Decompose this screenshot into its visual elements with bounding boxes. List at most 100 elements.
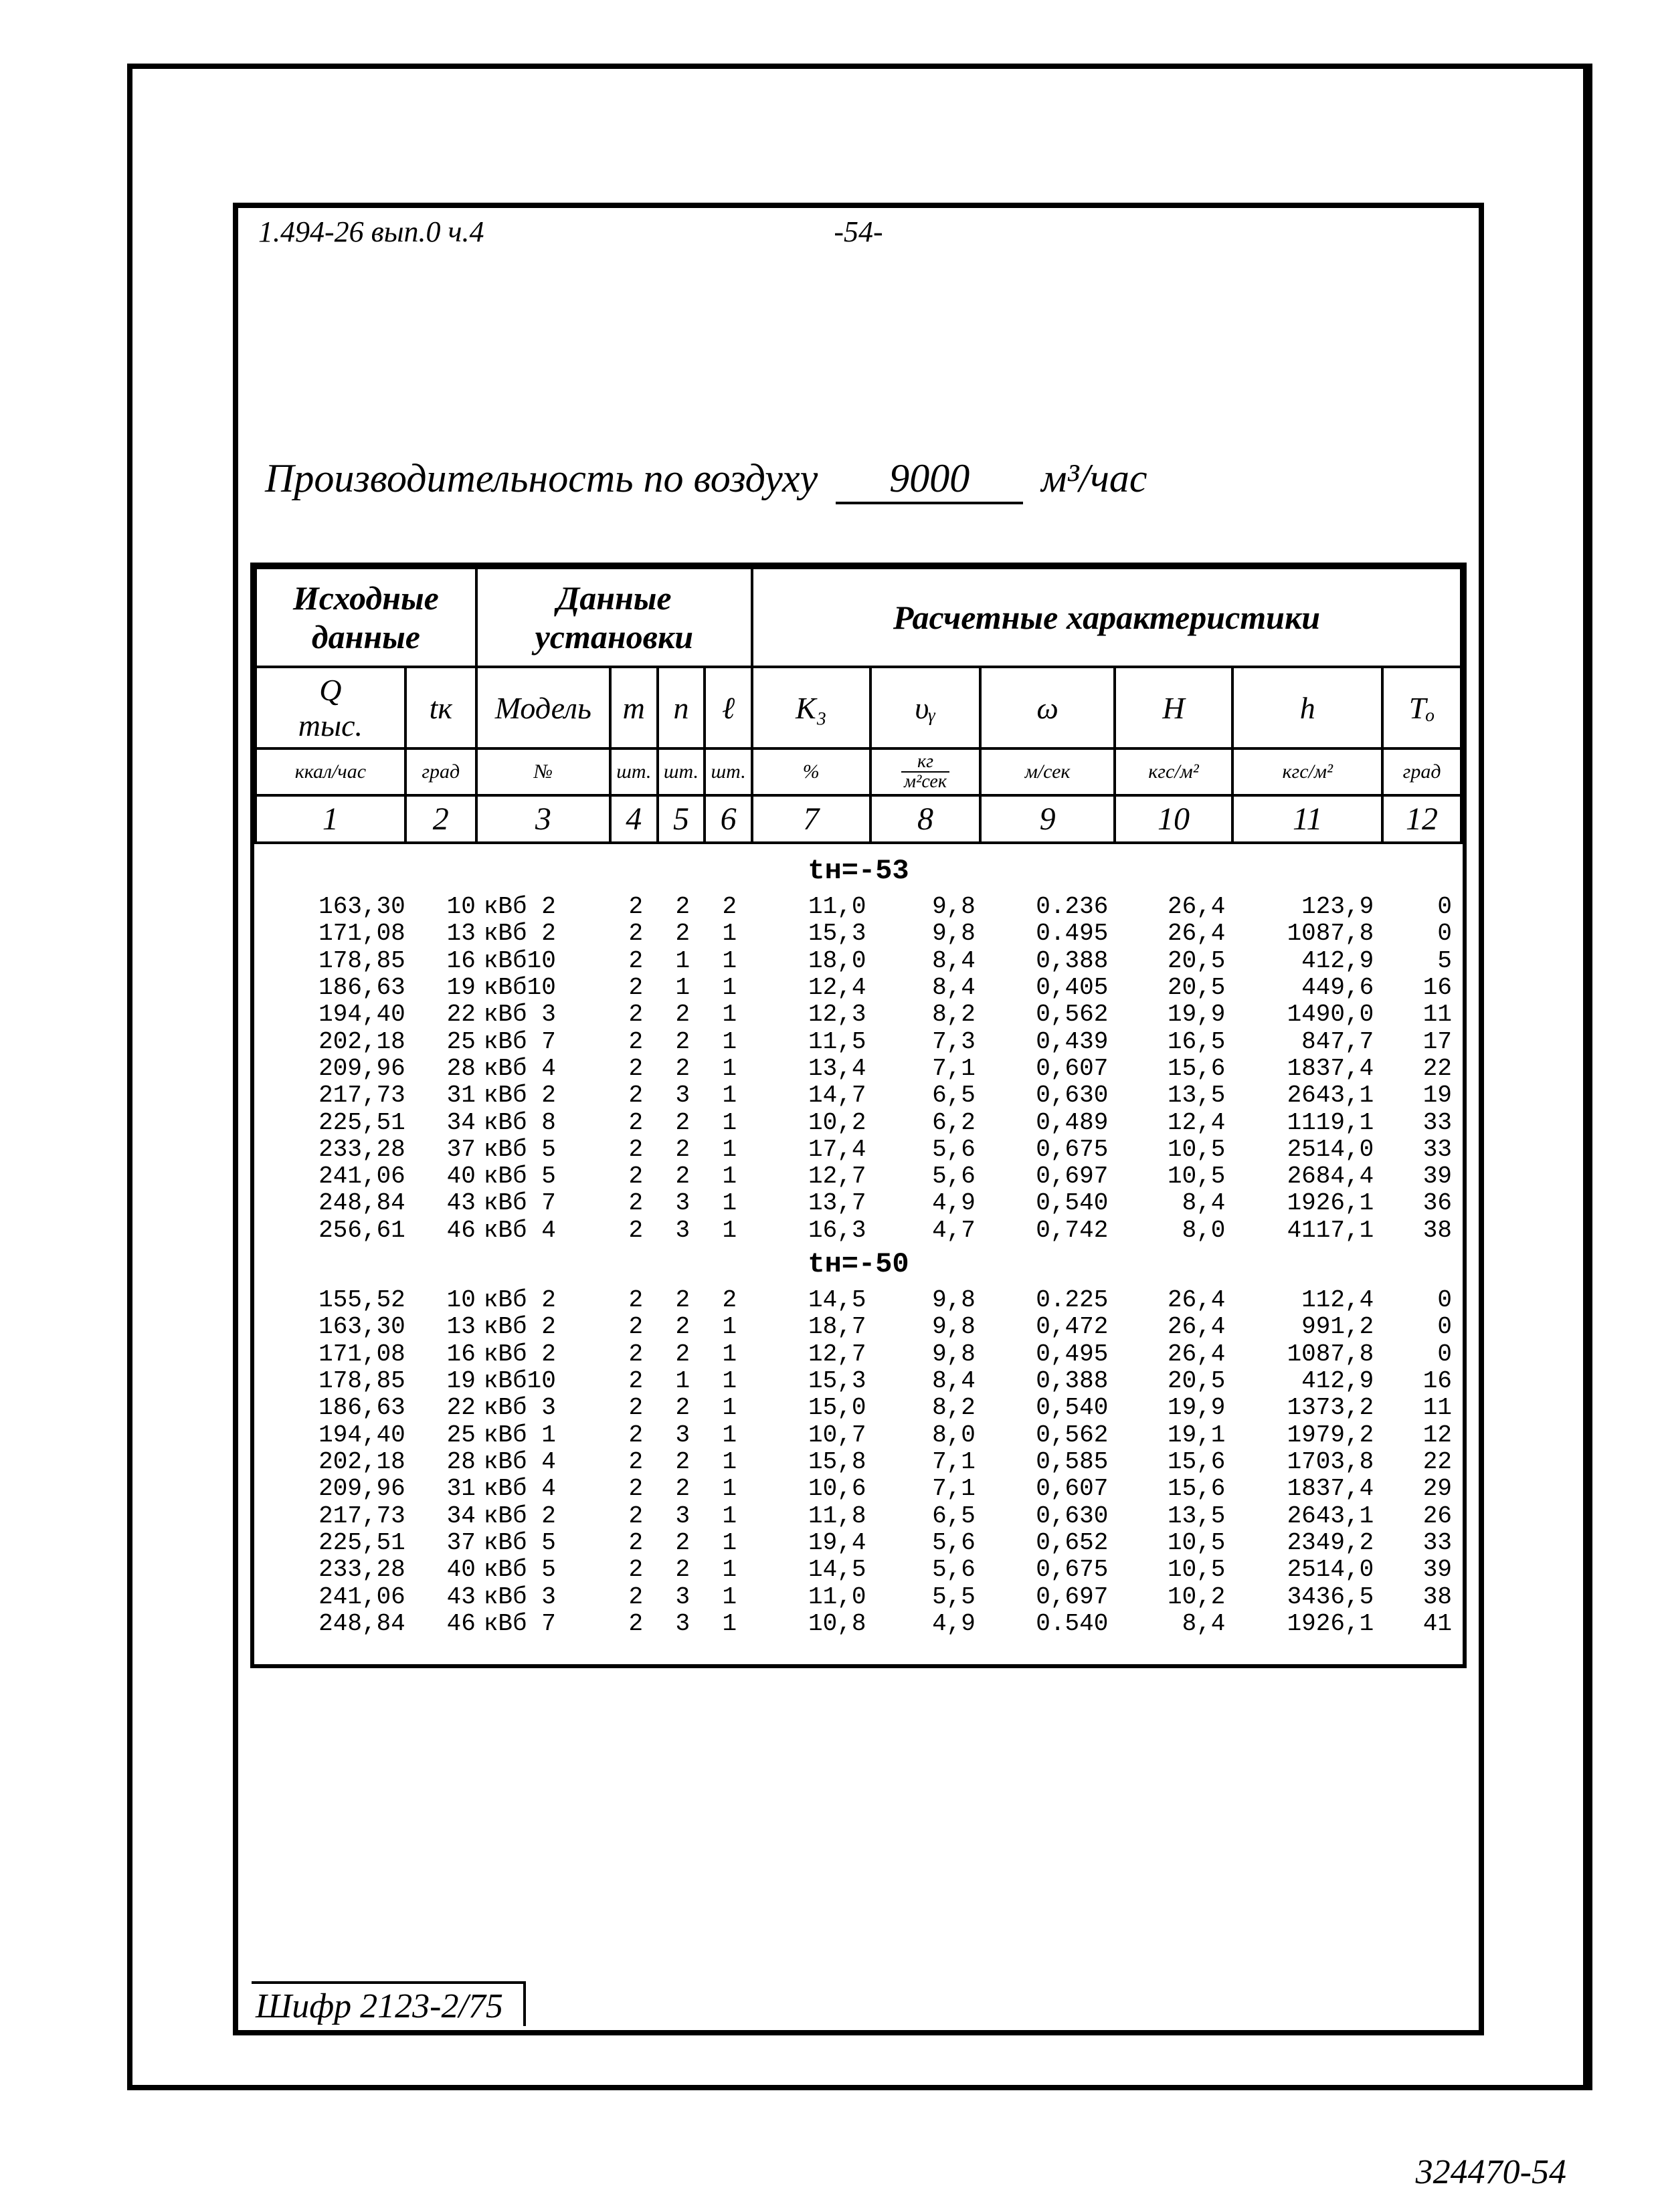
cell: 0,388 bbox=[980, 948, 1112, 975]
cell: 9,8 bbox=[870, 920, 979, 947]
cell: 22 bbox=[409, 1395, 480, 1421]
header-sym-7: K₃ bbox=[752, 667, 870, 748]
cell: кВб 2 bbox=[480, 1503, 612, 1530]
table-row: 171,0813кВб 222115,39,80.49526,41087,80 bbox=[261, 920, 1456, 947]
cell: 1 bbox=[706, 1029, 753, 1055]
cell: 0 bbox=[1378, 920, 1456, 947]
cell: 0 bbox=[1378, 1314, 1456, 1340]
cell: 33 bbox=[1378, 1530, 1456, 1556]
cell: 155,52 bbox=[261, 1287, 409, 1314]
cell: 2 bbox=[612, 1476, 659, 1502]
cell: 19,4 bbox=[753, 1530, 870, 1556]
cell: 0,540 bbox=[980, 1395, 1112, 1421]
cell: 26,4 bbox=[1112, 1341, 1229, 1368]
cell: 6,2 bbox=[870, 1110, 979, 1136]
cell: 1 bbox=[706, 1110, 753, 1136]
table-row: 186,6322кВб 322115,08,20,54019,91373,211 bbox=[261, 1395, 1456, 1421]
cell: 0,495 bbox=[980, 1341, 1112, 1368]
cell: 412,9 bbox=[1229, 948, 1378, 975]
cell: 178,85 bbox=[261, 1368, 409, 1395]
cell: 0,630 bbox=[980, 1082, 1112, 1109]
cell: 2 bbox=[612, 1136, 659, 1163]
cell: 2 bbox=[612, 1314, 659, 1340]
cell: 2 bbox=[612, 1530, 659, 1556]
cell: 19,9 bbox=[1112, 1001, 1229, 1028]
cell: 1 bbox=[706, 1530, 753, 1556]
cell: 34 bbox=[409, 1110, 480, 1136]
cell: 16,5 bbox=[1112, 1029, 1229, 1055]
header-num-6: 6 bbox=[705, 795, 752, 843]
header-sym-3: Модель bbox=[476, 667, 610, 748]
cell: 1837,4 bbox=[1229, 1476, 1378, 1502]
cell: 41 bbox=[1378, 1611, 1456, 1637]
inner-frame: 1.494-26 вып.0 ч.4 -54- Производительнос… bbox=[233, 203, 1484, 2035]
cell: кВб 2 bbox=[480, 1287, 612, 1314]
cell: 43 bbox=[409, 1190, 480, 1217]
header-sym-6: ℓ bbox=[705, 667, 752, 748]
cell: 3 bbox=[659, 1217, 706, 1244]
cell: кВб 2 bbox=[480, 1341, 612, 1368]
cell: 11,0 bbox=[753, 894, 870, 920]
table-row: 178,8516кВб1021118,08,40,38820,5412,95 bbox=[261, 948, 1456, 975]
cell: 8,2 bbox=[870, 1001, 979, 1028]
cell: 8,0 bbox=[1112, 1217, 1229, 1244]
cell: 11,0 bbox=[753, 1584, 870, 1611]
cell: 34 bbox=[409, 1503, 480, 1530]
cell: кВб10 bbox=[480, 1368, 612, 1395]
header-sym-9: ω bbox=[980, 667, 1114, 748]
header-section-row: Исходные данные Данные установки Расчетн… bbox=[256, 568, 1461, 667]
cell: 40 bbox=[409, 1163, 480, 1190]
header-unit-6: шт. bbox=[705, 748, 752, 795]
cell: 847,7 bbox=[1229, 1029, 1378, 1055]
cell: 13,7 bbox=[753, 1190, 870, 1217]
cell: 16 bbox=[409, 1341, 480, 1368]
cell: 2 bbox=[612, 1163, 659, 1190]
cell: 209,96 bbox=[261, 1055, 409, 1082]
cell: 16 bbox=[1378, 975, 1456, 1001]
cell: 1 bbox=[706, 1136, 753, 1163]
cell: 2 bbox=[659, 1136, 706, 1163]
cell: 186,63 bbox=[261, 975, 409, 1001]
header-colnum-row: 123456789101112 bbox=[256, 795, 1461, 843]
cell: 202,18 bbox=[261, 1449, 409, 1476]
cell: 1 bbox=[706, 1503, 753, 1530]
cell: 241,06 bbox=[261, 1584, 409, 1611]
cell: 22 bbox=[409, 1001, 480, 1028]
header-num-9: 9 bbox=[980, 795, 1114, 843]
cell: кВб 3 bbox=[480, 1395, 612, 1421]
cell: 6,5 bbox=[870, 1503, 979, 1530]
cell: кВб 4 bbox=[480, 1055, 612, 1082]
cell: 163,30 bbox=[261, 894, 409, 920]
cell: 2 bbox=[612, 1422, 659, 1449]
cell: 171,08 bbox=[261, 1341, 409, 1368]
table-row: 225,5134кВб 822110,26,20,48912,41119,133 bbox=[261, 1110, 1456, 1136]
cell: 13,5 bbox=[1112, 1082, 1229, 1109]
cell: 13 bbox=[409, 920, 480, 947]
cell: 202,18 bbox=[261, 1029, 409, 1055]
cell: 0,697 bbox=[980, 1163, 1112, 1190]
table-row: 171,0816кВб 222112,79,80,49526,41087,80 bbox=[261, 1341, 1456, 1368]
cell: 12,7 bbox=[753, 1163, 870, 1190]
cell: 10,2 bbox=[1112, 1584, 1229, 1611]
cell: 0 bbox=[1378, 1341, 1456, 1368]
cell: 46 bbox=[409, 1217, 480, 1244]
cell: 29 bbox=[1378, 1476, 1456, 1502]
table-row: 233,2837кВб 522117,45,60,67510,52514,033 bbox=[261, 1136, 1456, 1163]
cell: 2684,4 bbox=[1229, 1163, 1378, 1190]
cell: 163,30 bbox=[261, 1314, 409, 1340]
cell: 43 bbox=[409, 1584, 480, 1611]
header-num-12: 12 bbox=[1382, 795, 1461, 843]
table-row: 209,9631кВб 422110,67,10,60715,61837,429 bbox=[261, 1476, 1456, 1502]
header-sym-4: m bbox=[610, 667, 658, 748]
cell: 1 bbox=[706, 920, 753, 947]
section-2: Данные установки bbox=[476, 568, 752, 667]
cell: 0,607 bbox=[980, 1055, 1112, 1082]
cell: 19 bbox=[409, 975, 480, 1001]
cell: 10,7 bbox=[753, 1422, 870, 1449]
cell: 3436,5 bbox=[1229, 1584, 1378, 1611]
cell: 4117,1 bbox=[1229, 1217, 1378, 1244]
cell: 8,4 bbox=[870, 948, 979, 975]
header-symbol-row: Qтыс.tкМодельmnℓK₃υᵧωHhTₒ bbox=[256, 667, 1461, 748]
header-sym-5: n bbox=[658, 667, 705, 748]
cell: 0.225 bbox=[980, 1287, 1112, 1314]
